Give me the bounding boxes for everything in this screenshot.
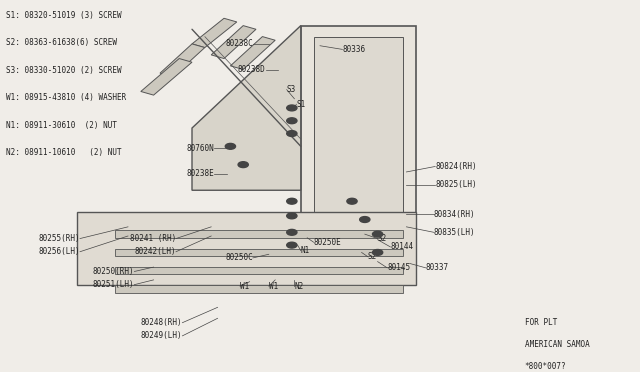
Circle shape bbox=[347, 198, 357, 204]
Text: 80250E: 80250E bbox=[314, 238, 341, 247]
Text: 80337: 80337 bbox=[426, 263, 449, 272]
Text: N2: 08911-10610   (2) NUT: N2: 08911-10610 (2) NUT bbox=[6, 148, 122, 157]
Text: 80251(LH): 80251(LH) bbox=[93, 280, 134, 289]
Text: 80336: 80336 bbox=[342, 45, 365, 54]
Polygon shape bbox=[160, 44, 205, 77]
Circle shape bbox=[225, 144, 236, 149]
Text: W1: 08915-43810 (4) WASHER: W1: 08915-43810 (4) WASHER bbox=[6, 93, 127, 102]
Text: W1: W1 bbox=[240, 282, 249, 291]
Text: FOR PLT: FOR PLT bbox=[525, 318, 557, 327]
Polygon shape bbox=[192, 26, 301, 190]
Text: 80249(LH): 80249(LH) bbox=[141, 331, 182, 340]
Circle shape bbox=[372, 231, 383, 237]
Polygon shape bbox=[115, 267, 403, 275]
Text: N1: N1 bbox=[301, 246, 310, 255]
Polygon shape bbox=[192, 18, 237, 48]
Polygon shape bbox=[250, 44, 294, 80]
Text: 80238D: 80238D bbox=[238, 65, 266, 74]
Text: *800*007?: *800*007? bbox=[525, 362, 566, 371]
Text: AMERICAN SAMOA: AMERICAN SAMOA bbox=[525, 340, 589, 349]
Text: S3: S3 bbox=[287, 85, 296, 94]
Circle shape bbox=[287, 213, 297, 219]
Text: 80250(RH): 80250(RH) bbox=[93, 267, 134, 276]
Text: W1: W1 bbox=[269, 282, 278, 291]
Polygon shape bbox=[314, 36, 403, 245]
Text: 80145: 80145 bbox=[387, 263, 410, 272]
Text: S1: 08320-51019 (3) SCREW: S1: 08320-51019 (3) SCREW bbox=[6, 11, 122, 20]
Text: S1: S1 bbox=[296, 100, 305, 109]
Text: S2: 08363-61638(6) SCREW: S2: 08363-61638(6) SCREW bbox=[6, 38, 117, 47]
Circle shape bbox=[360, 217, 370, 222]
Circle shape bbox=[287, 230, 297, 235]
Text: 80256(LH): 80256(LH) bbox=[38, 247, 80, 256]
Polygon shape bbox=[115, 231, 403, 238]
Text: 80250C: 80250C bbox=[225, 253, 253, 262]
Text: 80824(RH): 80824(RH) bbox=[435, 162, 477, 171]
Text: 80835(LH): 80835(LH) bbox=[434, 228, 476, 237]
Circle shape bbox=[287, 118, 297, 124]
Polygon shape bbox=[141, 58, 192, 95]
Text: 80825(LH): 80825(LH) bbox=[435, 180, 477, 189]
Polygon shape bbox=[115, 249, 403, 256]
Circle shape bbox=[287, 131, 297, 137]
Text: N2: N2 bbox=[294, 282, 303, 291]
Text: 80760N: 80760N bbox=[187, 144, 214, 153]
Text: S2: S2 bbox=[378, 234, 387, 243]
Circle shape bbox=[287, 242, 297, 248]
Text: 80241 (RH): 80241 (RH) bbox=[130, 234, 176, 243]
Polygon shape bbox=[211, 26, 256, 58]
Circle shape bbox=[287, 198, 297, 204]
Circle shape bbox=[372, 250, 383, 255]
Text: 80255(RH): 80255(RH) bbox=[38, 234, 80, 243]
Text: S3: 08330-51020 (2) SCREW: S3: 08330-51020 (2) SCREW bbox=[6, 66, 122, 75]
Circle shape bbox=[238, 162, 248, 167]
Text: 80238C: 80238C bbox=[225, 39, 253, 48]
Text: S2: S2 bbox=[368, 252, 377, 262]
Polygon shape bbox=[301, 26, 416, 256]
Polygon shape bbox=[115, 285, 403, 293]
Text: 80238E: 80238E bbox=[187, 169, 214, 178]
Text: 80834(RH): 80834(RH) bbox=[434, 209, 476, 218]
Text: 80242(LH): 80242(LH) bbox=[134, 247, 176, 256]
Text: N1: 08911-30610  (2) NUT: N1: 08911-30610 (2) NUT bbox=[6, 121, 117, 130]
Polygon shape bbox=[77, 212, 416, 285]
Circle shape bbox=[287, 105, 297, 111]
Polygon shape bbox=[230, 36, 275, 70]
Text: 80248(RH): 80248(RH) bbox=[141, 318, 182, 327]
Text: 80144: 80144 bbox=[390, 243, 413, 251]
